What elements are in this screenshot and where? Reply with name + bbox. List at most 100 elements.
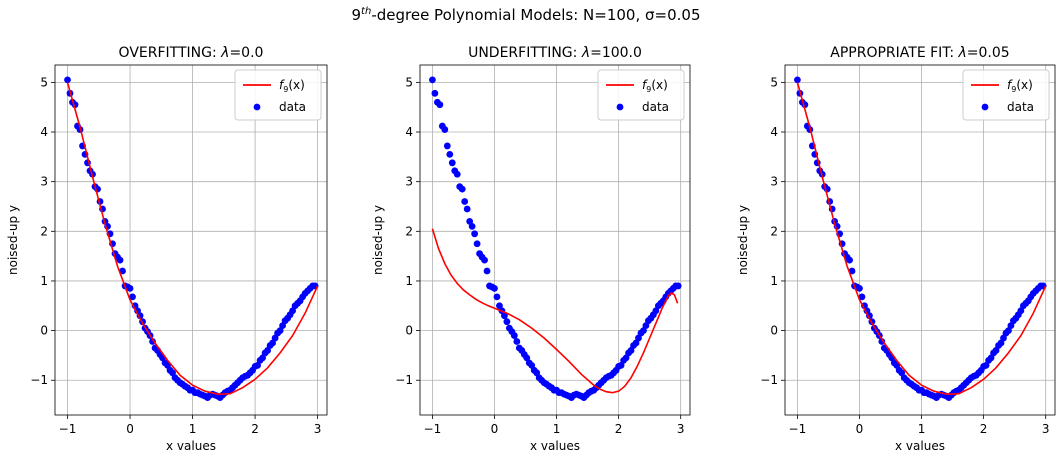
y-tick-label: 3	[405, 175, 413, 189]
legend-label-data: data	[642, 100, 669, 114]
y-tick-label: −1	[395, 373, 413, 387]
legend: f9(x) data	[962, 69, 1050, 121]
y-axis-label: noised-up y	[6, 205, 20, 275]
axes-frame	[784, 64, 1056, 416]
y-tick-label: 2	[40, 224, 48, 238]
y-tick-label: 5	[770, 75, 778, 89]
y-tick-label: 5	[40, 75, 48, 89]
legend-arg: (x)	[651, 78, 667, 92]
model-line	[431, 228, 679, 394]
data-point	[436, 101, 444, 109]
y-tick-label: 3	[770, 175, 778, 189]
legend: f9(x) data	[597, 69, 685, 121]
model-line	[66, 82, 319, 395]
data-point	[513, 338, 521, 345]
legend-f: f	[1007, 78, 1013, 92]
data-point	[856, 285, 863, 292]
data-point	[473, 240, 481, 248]
data-point	[458, 185, 466, 193]
x-tick-label: 2	[980, 422, 988, 436]
data-point	[443, 142, 451, 150]
subplot-title-value: =0.05	[967, 45, 1010, 61]
legend-f: f	[642, 78, 648, 92]
x-tick-label: 0	[856, 422, 864, 436]
subplot-1: −1 0 1 2 3 −1 0 1 2 3 4 5 x values noised-up y OVERFIT…	[6, 45, 328, 453]
figure-suptitle: 9th-degree Polynomial Models: N=100, σ=0…	[352, 6, 701, 24]
data-point	[116, 256, 124, 264]
data-point	[448, 159, 456, 167]
legend-marker-swatch	[981, 103, 989, 111]
legend-label-data: data	[1007, 100, 1034, 114]
x-tick-label: 1	[189, 422, 197, 436]
y-tick-label: 5	[405, 75, 413, 89]
y-tick-label: 4	[770, 125, 778, 139]
data-point	[493, 293, 501, 301]
data-point	[129, 293, 136, 301]
y-axis-label: noised-up y	[371, 205, 385, 275]
data-point	[858, 293, 866, 301]
axes-frame	[419, 64, 691, 416]
lambda-symbol: λ	[581, 45, 590, 61]
y-tick-label: −1	[30, 373, 48, 387]
x-tick-label: 1	[918, 422, 926, 436]
subplot-title: APPROPRIATE FIT: λ=0.05	[830, 45, 1009, 61]
data-point	[119, 267, 126, 275]
lambda-symbol: λ	[220, 45, 229, 61]
legend-label-f9: f9(x)	[1007, 78, 1033, 94]
y-tick-label: 3	[40, 175, 48, 189]
subplot-title-text: OVERFITTING:	[119, 45, 222, 61]
data-point	[468, 222, 476, 230]
legend-subscript: 9	[1011, 85, 1016, 94]
data-point	[471, 230, 479, 238]
y-tick-label: 0	[40, 324, 48, 338]
subplot-title-value: =100.0	[590, 45, 642, 61]
data-point	[446, 150, 454, 158]
legend-arg: (x)	[288, 78, 304, 92]
x-axis-label: x values	[166, 439, 216, 453]
legend-label-f9: f9(x)	[279, 78, 305, 94]
suptitle-base: 9	[352, 6, 362, 24]
data-point	[463, 205, 471, 213]
legend-subscript: 9	[283, 85, 288, 94]
x-axis-label: x values	[895, 439, 945, 453]
y-tick-label: 1	[40, 274, 48, 288]
x-tick-label: 2	[615, 422, 623, 436]
subplot-title: OVERFITTING: λ=0.0	[119, 45, 264, 61]
x-tick-label: 2	[251, 422, 259, 436]
legend-arg: (x)	[1016, 78, 1032, 92]
y-tick-label: 0	[405, 324, 413, 338]
data-point	[461, 198, 469, 205]
data-point	[510, 332, 518, 339]
legend-f: f	[279, 78, 285, 92]
subplot-2: −1 0 1 2 3 −1 0 1 2 3 4 5 x values noised-up y UNDERFI…	[371, 45, 691, 453]
data-point	[431, 89, 439, 97]
y-tick-label: 4	[40, 125, 48, 139]
data-point	[794, 76, 801, 84]
legend-box	[962, 69, 1050, 121]
data-point	[126, 285, 134, 292]
legend-label-data: data	[279, 100, 306, 114]
legend-box	[597, 69, 685, 121]
subplot-title-text: APPROPRIATE FIT:	[830, 45, 958, 61]
y-tick-label: 4	[405, 125, 413, 139]
legend-marker-swatch	[616, 103, 624, 111]
suptitle-rest: -degree Polynomial Models: N=100, σ=0.05	[371, 6, 700, 24]
data-point	[441, 126, 449, 133]
x-tick-label: −1	[789, 422, 807, 436]
data-point	[846, 256, 853, 264]
legend-box	[234, 69, 322, 121]
subplot-3: −1 0 1 2 3 −1 0 1 2 3 4 5 x values noised-up y APPROPR…	[736, 45, 1056, 453]
suptitle-sup: th	[361, 6, 371, 17]
x-tick-label: −1	[424, 422, 442, 436]
subplot-title-value: =0.0	[229, 45, 263, 61]
legend-marker-swatch	[253, 103, 261, 111]
y-tick-label: 1	[770, 274, 778, 288]
data-point	[64, 76, 71, 84]
x-tick-label: 0	[126, 422, 134, 436]
x-axis-label: x values	[530, 439, 580, 453]
data-point	[453, 170, 461, 178]
x-tick-label: 0	[491, 422, 499, 436]
y-axis-label: noised-up y	[736, 205, 750, 275]
legend-label-f9: f9(x)	[642, 78, 668, 94]
data-point	[503, 318, 511, 326]
